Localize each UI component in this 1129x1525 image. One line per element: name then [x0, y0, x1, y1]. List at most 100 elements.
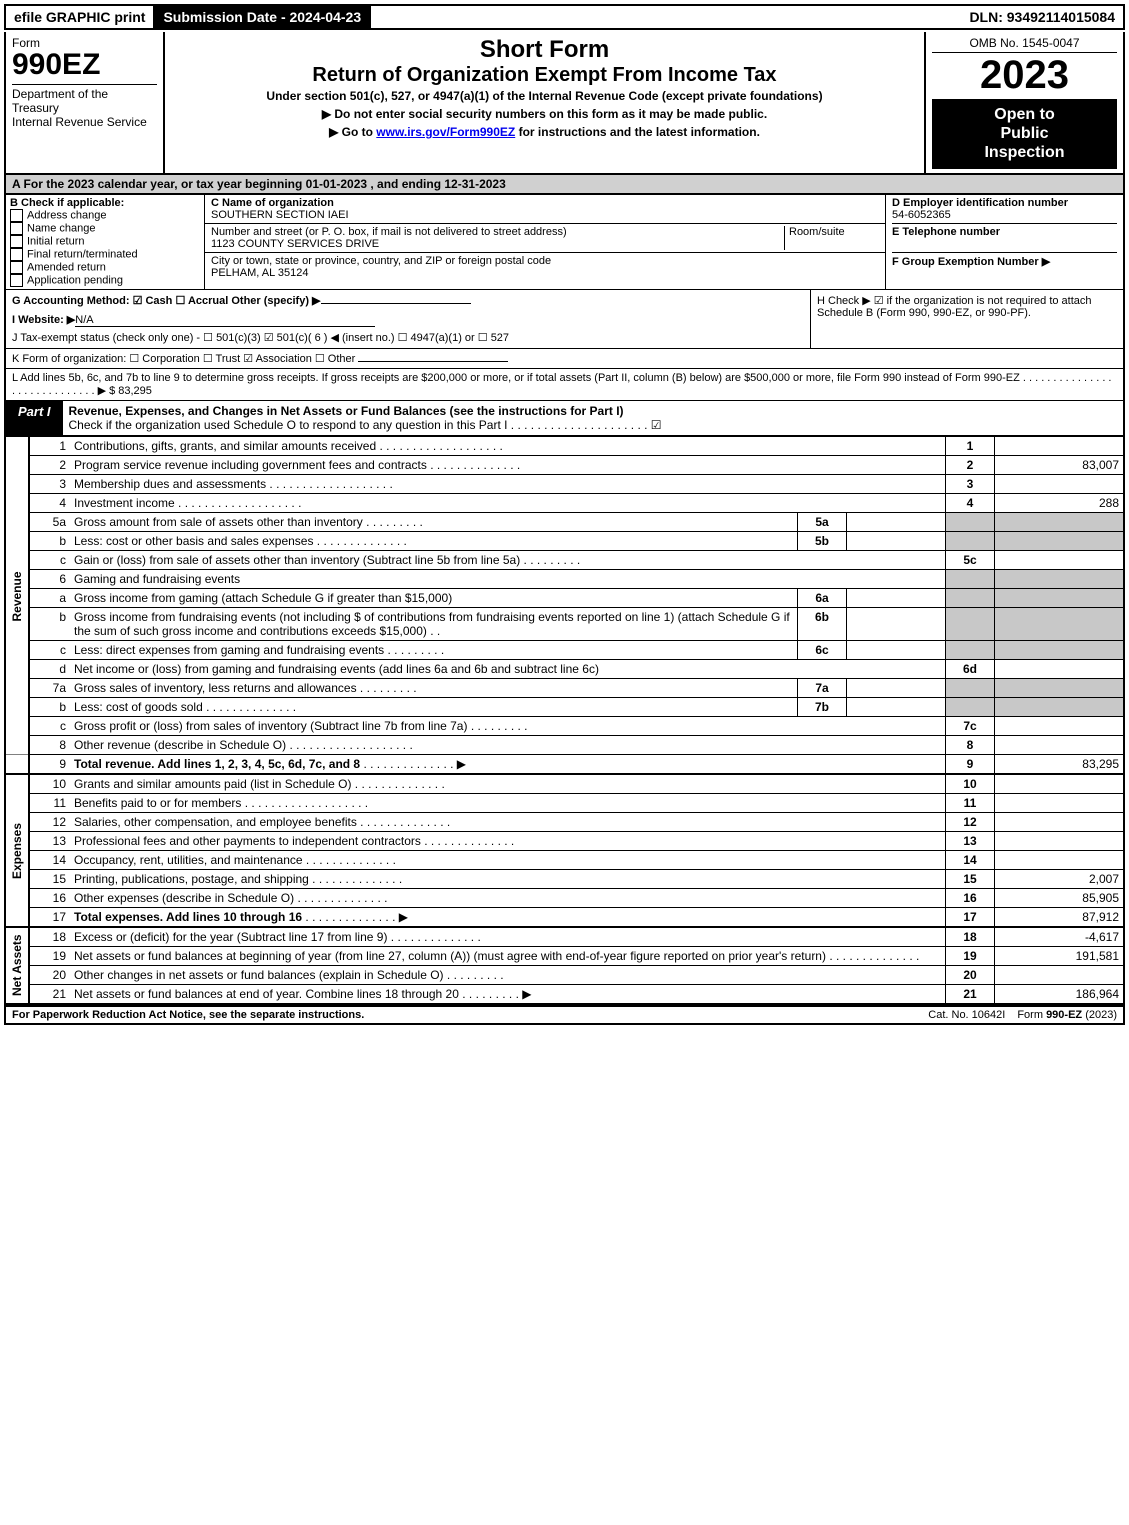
desc-17: Total expenses. Add lines 10 through 16 — [74, 910, 302, 924]
desc-8: Other revenue (describe in Schedule O) — [74, 738, 286, 752]
footer-paperwork: For Paperwork Reduction Act Notice, see … — [6, 1007, 922, 1023]
omb-number: OMB No. 1545-0047 — [932, 36, 1117, 53]
desc-6c: Less: direct expenses from gaming and fu… — [74, 643, 384, 657]
cb-amended-return[interactable] — [10, 261, 23, 274]
title-return: Return of Organization Exempt From Incom… — [173, 64, 916, 87]
cb-initial-return[interactable] — [10, 235, 23, 248]
val-4: 288 — [995, 493, 1125, 512]
num-17: 17 — [29, 907, 70, 927]
footer-formref: Form 990-EZ (2023) — [1011, 1007, 1123, 1023]
rnum-12: 12 — [946, 812, 995, 831]
num-13: 13 — [29, 831, 70, 850]
footer-form-post: (2023) — [1082, 1009, 1117, 1021]
open2: Public — [936, 124, 1113, 143]
part1-label: Part I — [6, 401, 63, 435]
part1-header: Part I Revenue, Expenses, and Changes in… — [4, 401, 1125, 437]
val-17: 87,912 — [995, 907, 1125, 927]
opt-initial-return: Initial return — [27, 235, 84, 247]
num-6: 6 — [29, 569, 70, 588]
num-7c: c — [29, 716, 70, 735]
c-room-label: Room/suite — [784, 226, 879, 250]
irs-link[interactable]: www.irs.gov/Form990EZ — [376, 125, 515, 139]
c-addr-label: Number and street (or P. O. box, if mail… — [211, 226, 784, 238]
line-a: A For the 2023 calendar year, or tax yea… — [4, 175, 1125, 195]
cb-address-change[interactable] — [10, 209, 23, 222]
num-20: 20 — [29, 965, 70, 984]
desc-9: Total revenue. Add lines 1, 2, 3, 4, 5c,… — [74, 757, 360, 771]
d-ein-value: 54-6052365 — [892, 209, 1117, 221]
rnum-21: 21 — [946, 984, 995, 1004]
irs-label: Internal Revenue Service — [12, 115, 157, 129]
box-b-label: B Check if applicable: — [10, 197, 200, 209]
desc-6a: Gross income from gaming (attach Schedul… — [74, 591, 452, 605]
inbox-5a: 5a — [798, 512, 847, 531]
val-7c — [995, 716, 1125, 735]
subtitle: Under section 501(c), 527, or 4947(a)(1)… — [173, 89, 916, 103]
c-name-value: SOUTHERN SECTION IAEI — [211, 209, 879, 221]
rnum-6a — [946, 588, 995, 607]
g-other-input[interactable] — [321, 303, 471, 304]
num-18: 18 — [29, 927, 70, 947]
desc-19: Net assets or fund balances at beginning… — [74, 949, 826, 963]
val-2: 83,007 — [995, 455, 1125, 474]
k-other-input[interactable] — [358, 361, 508, 362]
line-h: H Check ▶ ☑ if the organization is not r… — [810, 290, 1123, 348]
form-header: Form 990EZ Department of the Treasury In… — [4, 32, 1125, 175]
val-3 — [995, 474, 1125, 493]
desc-2: Program service revenue including govern… — [74, 458, 427, 472]
c-city-label: City or town, state or province, country… — [211, 255, 879, 267]
part1-title-text: Revenue, Expenses, and Changes in Net As… — [69, 404, 624, 418]
website-value: N/A — [75, 314, 375, 327]
num-2: 2 — [29, 455, 70, 474]
num-8: 8 — [29, 735, 70, 754]
box-b: B Check if applicable: Address change Na… — [6, 195, 205, 289]
desc-5a: Gross amount from sale of assets other t… — [74, 515, 363, 529]
inval-7b — [847, 697, 946, 716]
num-21: 21 — [29, 984, 70, 1004]
submission-date: Submission Date - 2024-04-23 — [155, 6, 371, 28]
num-15: 15 — [29, 869, 70, 888]
c-city-value: PELHAM, AL 35124 — [211, 267, 879, 279]
val-6 — [995, 569, 1125, 588]
desc-7b: Less: cost of goods sold — [74, 700, 203, 714]
inval-6a — [847, 588, 946, 607]
num-11: 11 — [29, 793, 70, 812]
desc-16: Other expenses (describe in Schedule O) — [74, 891, 294, 905]
header-mid: Short Form Return of Organization Exempt… — [165, 32, 926, 173]
header-right: OMB No. 1545-0047 2023 Open to Public In… — [926, 32, 1123, 173]
val-9: 83,295 — [995, 754, 1125, 774]
cb-application-pending[interactable] — [10, 274, 23, 287]
instr-ssn: ▶ Do not enter social security numbers o… — [173, 107, 916, 121]
cb-name-change[interactable] — [10, 222, 23, 235]
inbox-6c: 6c — [798, 640, 847, 659]
rnum-18: 18 — [946, 927, 995, 947]
rnum-6c — [946, 640, 995, 659]
rnum-6 — [946, 569, 995, 588]
rnum-5b — [946, 531, 995, 550]
num-1: 1 — [29, 437, 70, 456]
instr-goto-pre: ▶ Go to — [329, 125, 376, 139]
desc-6: Gaming and fundraising events — [70, 569, 946, 588]
rnum-3: 3 — [946, 474, 995, 493]
header-left: Form 990EZ Department of the Treasury In… — [6, 32, 165, 173]
desc-10: Grants and similar amounts paid (list in… — [74, 777, 351, 791]
rnum-7a — [946, 678, 995, 697]
num-16: 16 — [29, 888, 70, 907]
num-12: 12 — [29, 812, 70, 831]
num-4: 4 — [29, 493, 70, 512]
dln: DLN: 93492114015084 — [961, 6, 1123, 28]
desc-15: Printing, publications, postage, and shi… — [74, 872, 309, 886]
val-16: 85,905 — [995, 888, 1125, 907]
val-7a — [995, 678, 1125, 697]
desc-3: Membership dues and assessments — [74, 477, 266, 491]
f-group-label: F Group Exemption Number ▶ — [892, 255, 1117, 268]
efile-label[interactable]: efile GRAPHIC print — [6, 6, 155, 28]
rnum-13: 13 — [946, 831, 995, 850]
num-6c: c — [29, 640, 70, 659]
inbox-5b: 5b — [798, 531, 847, 550]
cb-final-return[interactable] — [10, 248, 23, 261]
desc-13: Professional fees and other payments to … — [74, 834, 421, 848]
title-short-form: Short Form — [173, 36, 916, 64]
num-5a: 5a — [29, 512, 70, 531]
num-14: 14 — [29, 850, 70, 869]
